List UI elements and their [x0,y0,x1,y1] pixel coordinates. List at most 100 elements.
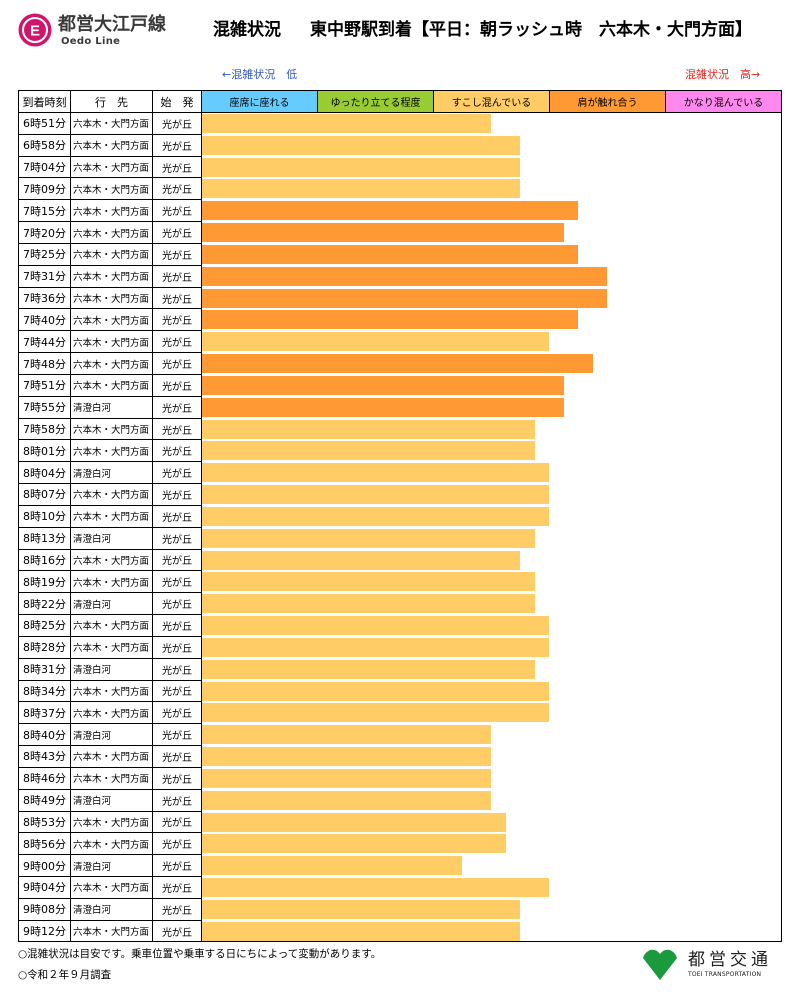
bar-area [202,222,782,244]
congestion-bar [202,506,549,526]
destination: 六本木・大門方面 [71,156,153,179]
destination: 六本木・大門方面 [71,331,153,354]
oedo-line-ring [22,17,48,43]
bar-area [202,789,782,812]
destination: 六本木・大門方面 [71,811,153,834]
header-origin: 始 発 [153,91,202,113]
origin-station: 光が丘 [153,309,202,332]
arrival-time: 7時58分 [19,418,71,441]
destination: 清澄白河 [71,724,153,747]
destination: 清澄白河 [71,658,153,681]
bar-area [202,702,782,725]
bar-area [202,484,782,506]
origin-station: 光が丘 [153,702,202,725]
destination: 六本木・大門方面 [71,440,153,463]
title-label: 混雑状況 [213,20,281,40]
bar-area [202,571,782,594]
congestion-bar [202,266,607,286]
table-header-row: 到着時刻 行 先 始 発 座席に座れる ゆったり立てる程度 すこし混んでいる 肩が触れ… [19,91,782,113]
scale-high-label: 混雑状況 高→ [685,68,761,81]
congestion-bar [202,441,535,461]
destination: 六本木・大門方面 [71,680,153,703]
table-row: 8時34分 六本木・大門方面 光が丘 [19,680,782,703]
destination: 六本木・大門方面 [71,200,153,223]
bar-area [202,767,782,790]
table-row: 7時58分 六本木・大門方面 光が丘 [19,418,782,441]
table-row: 8時19分 六本木・大門方面 光が丘 [19,571,782,594]
origin-station: 光が丘 [153,527,202,550]
destination: 清澄白河 [71,396,153,419]
congestion-bar [202,244,578,264]
destination: 清澄白河 [71,789,153,812]
origin-station: 光が丘 [153,855,202,877]
bar-area [202,374,782,397]
destination: 清澄白河 [71,462,153,485]
destination: 六本木・大門方面 [71,920,153,943]
legend-level-1: 座席に座れる [202,91,318,113]
congestion-bar [202,463,549,483]
origin-station: 光が丘 [153,898,202,921]
line-name-english: Oedo Line [61,36,121,47]
legend-level-5: かなり混んでいる [666,91,782,113]
footnote: ○混雑状況は目安です。乗車位置や乗車する日にちによって変動があります。 [18,948,382,960]
bar-area [202,898,782,921]
table-row: 8時37分 六本木・大門方面 光が丘 [19,702,782,725]
bar-area [202,593,782,616]
arrival-time: 9時04分 [19,876,71,899]
table-row: 8時31分 清澄白河 光が丘 [19,658,782,681]
table-row: 8時40分 清澄白河 光が丘 [19,724,782,747]
origin-station: 光が丘 [153,811,202,834]
bar-area [202,396,782,419]
origin-station: 光が丘 [153,636,202,659]
table-row: 8時22分 清澄白河 光が丘 [19,593,782,616]
bar-area [202,134,782,157]
line-letter: E [30,23,40,40]
destination: 六本木・大門方面 [71,833,153,856]
bar-area [202,200,782,223]
congestion-table: 到着時刻 行 先 始 発 座席に座れる ゆったり立てる程度 すこし混んでいる 肩が触れ… [18,90,782,943]
arrival-time: 7時44分 [19,331,71,354]
origin-station: 光が丘 [153,156,202,179]
table-row: 7時04分 六本木・大門方面 光が丘 [19,156,782,179]
arrival-time: 7時31分 [19,265,71,288]
bar-area [202,505,782,528]
origin-station: 光が丘 [153,593,202,616]
destination: 六本木・大門方面 [71,134,153,157]
destination: 六本木・大門方面 [71,505,153,528]
congestion-bar [202,485,549,505]
arrival-time: 9時08分 [19,898,71,921]
arrival-time: 7時40分 [19,309,71,332]
bar-area [202,636,782,659]
table-row: 8時53分 六本木・大門方面 光が丘 [19,811,782,834]
table-row: 9時00分 清澄白河 光が丘 [19,855,782,877]
table-row: 8時13分 清澄白河 光が丘 [19,527,782,550]
congestion-bar [202,201,578,221]
congestion-bar [202,594,535,614]
table-row: 8時56分 六本木・大門方面 光が丘 [19,833,782,856]
origin-station: 光が丘 [153,222,202,244]
table-row: 9時12分 六本木・大門方面 光が丘 [19,920,782,943]
arrival-time: 8時53分 [19,811,71,834]
arrival-time: 7時25分 [19,243,71,266]
origin-station: 光が丘 [153,418,202,441]
origin-station: 光が丘 [153,746,202,768]
destination: 六本木・大門方面 [71,615,153,637]
congestion-bar [202,877,549,897]
origin-station: 光が丘 [153,920,202,943]
origin-station: 光が丘 [153,505,202,528]
table-row: 6時58分 六本木・大門方面 光が丘 [19,134,782,157]
congestion-bar [202,768,491,788]
arrival-time: 7時51分 [19,374,71,397]
bar-area [202,615,782,637]
congestion-bar [202,921,520,941]
table-row: 8時46分 六本木・大門方面 光が丘 [19,767,782,790]
destination: 清澄白河 [71,855,153,877]
bar-area [202,265,782,288]
destination: 六本木・大門方面 [71,113,153,135]
origin-station: 光が丘 [153,374,202,397]
toei-logo-text: 都営交通 [688,950,772,970]
origin-station: 光が丘 [153,200,202,223]
origin-station: 光が丘 [153,615,202,637]
congestion-bar [202,375,564,395]
page-title: 東中野駅到着【平日：朝ラッシュ時 六本木・大門方面】 [310,20,752,40]
